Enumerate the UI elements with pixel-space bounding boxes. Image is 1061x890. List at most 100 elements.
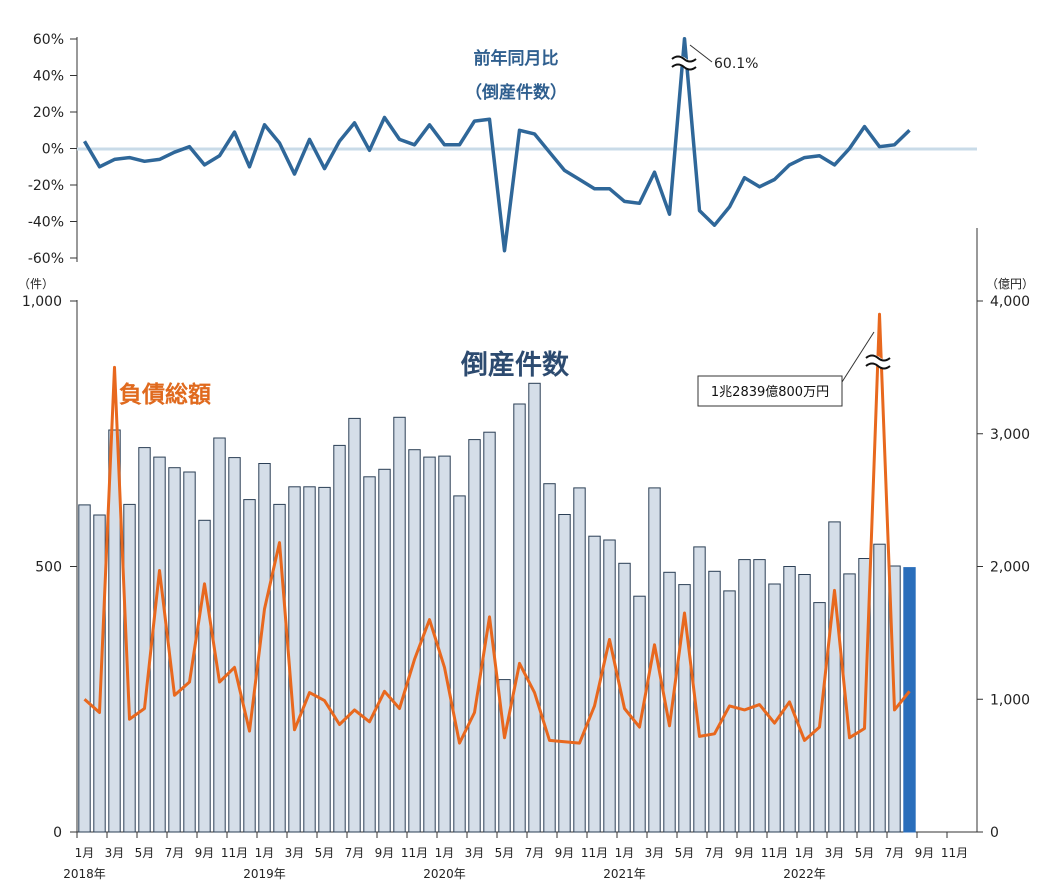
bar bbox=[558, 514, 571, 833]
bar bbox=[693, 546, 706, 833]
x-year-label: 2020年 bbox=[423, 867, 466, 881]
right-unit-label: （億円） bbox=[986, 277, 1034, 291]
x-month-label: 9月 bbox=[735, 846, 755, 860]
debt-annotation-box bbox=[697, 375, 843, 407]
bar bbox=[618, 562, 631, 833]
bar bbox=[828, 521, 841, 833]
bar bbox=[408, 449, 421, 833]
yoy-series-line bbox=[82, 37, 911, 253]
bar bbox=[738, 559, 751, 833]
bar bbox=[753, 559, 766, 833]
yoy-panel: 60% 40% 20% 0% -20% -40% -60% 前年同月比 （倒産件数） 60.… bbox=[28, 32, 977, 267]
right-tick-label: 2,000 bbox=[990, 560, 1030, 576]
bar bbox=[768, 583, 781, 833]
bar bbox=[528, 382, 541, 833]
x-month-label: 1月 bbox=[75, 846, 95, 860]
x-month-label: 7月 bbox=[525, 846, 545, 860]
bar bbox=[573, 487, 586, 833]
bar bbox=[543, 483, 556, 833]
debt-series-title: 負債総額 bbox=[119, 381, 211, 408]
x-month-label: 11月 bbox=[581, 846, 608, 860]
right-tick-label: 0 bbox=[990, 825, 999, 841]
yoy-title: 前年同月比 bbox=[474, 48, 559, 69]
bar bbox=[198, 519, 211, 833]
right-tick-label: 3,000 bbox=[990, 427, 1030, 443]
yoy-annotation: 60.1% bbox=[714, 56, 758, 72]
x-month-label: 7月 bbox=[345, 846, 365, 860]
x-month-label: 11月 bbox=[761, 846, 788, 860]
bar bbox=[603, 539, 616, 833]
x-month-label: 3月 bbox=[105, 846, 125, 860]
x-month-label: 3月 bbox=[645, 846, 665, 860]
left-y-ticks: 1,000 500 0 bbox=[22, 294, 77, 841]
x-month-label: 3月 bbox=[285, 846, 305, 860]
bar bbox=[423, 456, 436, 833]
bar bbox=[273, 503, 286, 833]
x-month-label: 11月 bbox=[401, 846, 428, 860]
bar bbox=[363, 476, 376, 833]
x-month-label: 9月 bbox=[915, 846, 935, 860]
bar bbox=[723, 590, 736, 833]
bar-series bbox=[78, 382, 916, 833]
right-tick-label: 1,000 bbox=[990, 692, 1030, 708]
bar bbox=[213, 437, 226, 833]
right-tick-label: 4,000 bbox=[990, 294, 1030, 310]
bar bbox=[348, 417, 361, 833]
debt-series-line bbox=[83, 312, 911, 745]
x-month-label: 9月 bbox=[375, 846, 395, 860]
x-month-label: 7月 bbox=[885, 846, 905, 860]
right-y-ticks: 4,000 3,000 2,000 1,000 0 bbox=[977, 294, 1030, 841]
debt-annotation: 1兆2839億800万円 bbox=[711, 384, 829, 400]
bar bbox=[123, 503, 136, 833]
bar bbox=[243, 499, 256, 833]
x-year-label: 2021年 bbox=[603, 867, 646, 881]
x-month-label: 11月 bbox=[221, 846, 248, 860]
main-panel: （件） （億円） 1,000 500 0 4,000 3,000 2,000 1,000 0… bbox=[18, 228, 1034, 881]
x-month-label: 5月 bbox=[495, 846, 515, 860]
bar bbox=[483, 431, 496, 833]
bar bbox=[873, 543, 886, 833]
x-month-label: 5月 bbox=[855, 846, 875, 860]
bar bbox=[678, 584, 691, 833]
x-month-label: 5月 bbox=[675, 846, 695, 860]
bar bbox=[93, 514, 106, 833]
x-month-label: 5月 bbox=[135, 846, 155, 860]
bar bbox=[903, 567, 916, 833]
yoy-subtitle: （倒産件数） bbox=[465, 82, 567, 103]
yoy-y-ticks: 60% 40% 20% 0% -20% -40% -60% bbox=[28, 32, 77, 267]
debt-break-mark bbox=[863, 354, 893, 370]
yoy-annotation-leader bbox=[689, 44, 713, 63]
bar bbox=[498, 679, 511, 833]
x-month-label: 9月 bbox=[195, 846, 215, 860]
left-tick-label: 1,000 bbox=[22, 294, 62, 310]
bar bbox=[153, 456, 166, 833]
x-month-label: 11月 bbox=[941, 846, 968, 860]
bar bbox=[468, 439, 481, 833]
yoy-tick-label: 40% bbox=[33, 69, 64, 85]
bar bbox=[78, 504, 91, 833]
x-month-label: 7月 bbox=[705, 846, 725, 860]
bar bbox=[288, 486, 301, 833]
x-month-label: 1月 bbox=[795, 846, 815, 860]
yoy-break-mark bbox=[669, 55, 699, 71]
bar bbox=[633, 595, 646, 833]
bar bbox=[393, 416, 406, 833]
bar bbox=[108, 429, 121, 833]
bar bbox=[783, 566, 796, 833]
left-tick-label: 0 bbox=[53, 825, 62, 841]
bar bbox=[648, 487, 661, 833]
yoy-tick-label: 20% bbox=[33, 105, 64, 121]
x-month-label: 1月 bbox=[615, 846, 635, 860]
bar bbox=[513, 403, 526, 833]
bar bbox=[708, 570, 721, 833]
x-month-label: 9月 bbox=[555, 846, 575, 860]
x-tick-labels: 1月 3月 5月 7月 9月 11月 1月 3月 5月 7月 9月 11月 1月 3月 5月 7月 9月 11月 1… bbox=[63, 832, 968, 881]
x-month-label: 3月 bbox=[825, 846, 845, 860]
bar bbox=[438, 455, 451, 833]
bar bbox=[378, 468, 391, 833]
bar bbox=[798, 574, 811, 833]
debt-annotation-leader bbox=[841, 331, 875, 383]
x-year-label: 2018年 bbox=[63, 867, 106, 881]
x-month-label: 5月 bbox=[315, 846, 335, 860]
x-year-label: 2019年 bbox=[243, 867, 286, 881]
